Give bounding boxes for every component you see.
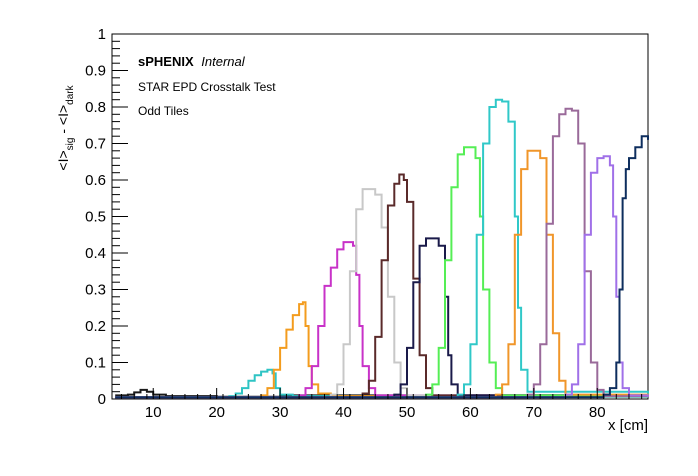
y-tick-label: 1	[98, 26, 106, 43]
series-line-10	[115, 149, 649, 399]
y-tick-label: 0.7	[85, 136, 106, 153]
x-tick-label: 20	[208, 404, 225, 421]
y-tick-label: 0.1	[85, 355, 106, 372]
y-tick-label: 0.9	[85, 63, 106, 80]
x-tick-label: 50	[399, 404, 416, 421]
series-line-3	[115, 301, 649, 399]
x-tick-label: 70	[525, 404, 542, 421]
brand-bold: sPHENIX	[138, 54, 194, 69]
series-line-7	[115, 237, 649, 399]
x-tick-label: 10	[145, 404, 162, 421]
y-tick-label: 0.2	[85, 318, 106, 335]
series-layer	[115, 98, 649, 399]
y-label-base-2: <I>	[55, 105, 71, 125]
y-tick-label: 0.6	[85, 172, 106, 189]
series-line-13	[115, 135, 649, 399]
annotation-line-3: Odd Tiles	[138, 104, 189, 118]
y-label-sub-1: sig	[65, 138, 76, 151]
x-tick-label: 80	[589, 404, 606, 421]
brand-label: sPHENIX Internal	[138, 54, 246, 69]
series-line-4	[115, 241, 649, 399]
tick-layer: 10 20 30 40 50 60 70 80 0 0.1 0.2 0.3 0.4 0.5 0.6 0.7 0.…	[85, 26, 643, 421]
series-line-6	[115, 173, 649, 399]
series-line-9	[115, 98, 649, 399]
series-line-2	[115, 368, 648, 399]
series-line-12	[115, 155, 649, 399]
series-line-8	[115, 146, 649, 399]
y-label-minus: -	[55, 125, 71, 137]
y-tick-label: 0.8	[85, 99, 106, 116]
x-tick-label: 30	[272, 404, 289, 421]
x-tick-label: 60	[462, 404, 479, 421]
y-label-sub-2: dark	[65, 84, 76, 104]
x-axis-label: x [cm]	[608, 417, 648, 434]
x-tick-label: 40	[335, 404, 352, 421]
series-line-11	[115, 107, 649, 399]
y-tick-label: 0	[98, 391, 106, 408]
brand-suffix: Internal	[201, 54, 245, 69]
y-tick-label: 0.5	[85, 209, 106, 226]
y-axis-label: <I>sig - <I>dark	[55, 84, 76, 170]
annotation-line-2: STAR EPD Crosstalk Test	[138, 80, 276, 94]
y-tick-label: 0.3	[85, 282, 106, 299]
series-line-5	[115, 188, 649, 399]
y-tick-label: 0.4	[85, 245, 106, 262]
y-label-base-1: <I>	[55, 150, 71, 170]
